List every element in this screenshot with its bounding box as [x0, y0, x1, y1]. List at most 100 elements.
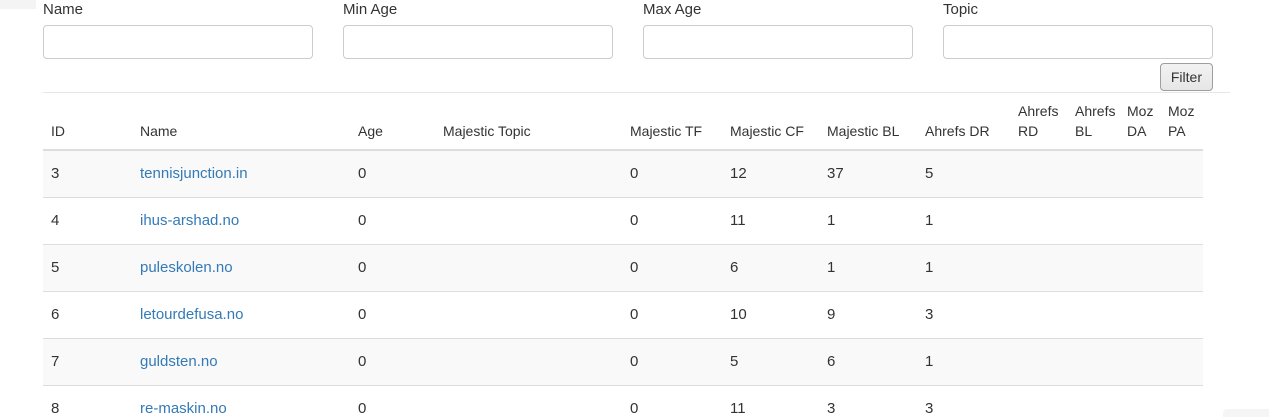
cell-age: 0: [350, 244, 435, 292]
cell-majestic-cf: 12: [730, 165, 747, 182]
max-age-filter-label: Max Age: [643, 1, 702, 18]
cell-ahrefs-rd: [1010, 197, 1067, 245]
cell-majestic-topic: [435, 291, 622, 339]
column-header-age: Age: [350, 93, 435, 151]
cell-name: tennisjunction.in: [132, 150, 350, 198]
name-filter-input[interactable]: [43, 25, 313, 59]
cell-ahrefs-dr: 1: [917, 197, 1010, 245]
results-table: ID Name Age Majestic Topic Majestic TF M…: [43, 93, 1203, 417]
domain-link[interactable]: re-maskin.no: [140, 400, 227, 417]
cell-name: letourdefusa.no: [132, 291, 350, 339]
cell-majestic-topic: [435, 338, 622, 386]
domain-link[interactable]: puleskolen.no: [140, 259, 233, 276]
cell-ahrefs-dr: 1: [917, 338, 1010, 386]
table-header: ID Name Age Majestic Topic Majestic TF M…: [43, 93, 1203, 151]
cell-majestic-cf: 11: [722, 197, 819, 245]
filter-field-topic: Topic: [943, 2, 1213, 59]
cell-name: guldsten.no: [132, 338, 350, 386]
cell-ahrefs-bl: [1067, 150, 1119, 198]
cell-moz-pa: [1160, 291, 1203, 339]
cell-majestic-tf: 0: [622, 291, 722, 339]
cell-ahrefs-dr: 1: [917, 244, 1010, 292]
column-header-majestic-bl: Majestic BL: [819, 93, 917, 151]
domain-link[interactable]: ihus-arshad.no: [140, 212, 240, 229]
cell-age: 0: [358, 165, 367, 182]
column-header-majestic-cf: Majestic CF: [722, 93, 819, 151]
cell-moz-da: [1119, 385, 1160, 417]
cell-majestic-topic: [435, 197, 622, 245]
filter-field-max-age: Max Age: [643, 2, 913, 59]
cell-majestic-tf: 0: [622, 197, 722, 245]
column-header-ahrefs-bl: Ahrefs BL: [1067, 93, 1119, 151]
cell-id: 3: [51, 165, 60, 182]
cell-age: 0: [350, 197, 435, 245]
cell-ahrefs-bl: [1067, 338, 1119, 386]
column-header-majestic-tf: Majestic TF: [622, 93, 722, 151]
cell-majestic-topic: [435, 150, 622, 198]
cell-majestic-cf: 6: [722, 244, 819, 292]
cell-moz-da: [1119, 291, 1160, 339]
cell-ahrefs-dr: 3: [917, 291, 1010, 339]
page-corner-artifact: [0, 0, 36, 9]
cell-majestic-tf: 0: [622, 385, 722, 417]
cell-majestic-cf: 5: [722, 338, 819, 386]
min-age-filter-input[interactable]: [343, 25, 613, 59]
filter-actions: Filter: [43, 63, 1213, 91]
cell-moz-pa: [1160, 338, 1203, 386]
cell-moz-pa: [1160, 150, 1203, 198]
cell-ahrefs-bl: [1067, 197, 1119, 245]
cell-ahrefs-bl: [1067, 244, 1119, 292]
cell-moz-pa: [1160, 244, 1203, 292]
cell-moz-pa: [1160, 385, 1203, 417]
cell-majestic-bl: 37: [827, 165, 844, 182]
cell-majestic-topic: [435, 244, 622, 292]
domain-link[interactable]: tennisjunction.in: [140, 165, 248, 182]
table-row: 4 ihus-arshad.no 0 0 11 1 1: [43, 197, 1203, 245]
topic-filter-label: Topic: [943, 1, 979, 18]
column-header-moz-pa: Moz PA: [1160, 93, 1203, 151]
filter-button[interactable]: Filter: [1159, 63, 1213, 91]
horizontal-scrollbar-thumb[interactable]: [1223, 409, 1269, 417]
cell-id: 6: [43, 291, 132, 339]
cell-moz-pa: [1160, 197, 1203, 245]
column-header-name: Name: [132, 93, 350, 151]
cell-age: 0: [350, 338, 435, 386]
table-row: 8 re-maskin.no 0 0 11 3 3: [43, 385, 1203, 417]
cell-majestic-bl: 6: [819, 338, 917, 386]
cell-ahrefs-dr: 5: [925, 165, 934, 182]
column-header-moz-da: Moz DA: [1119, 93, 1160, 151]
cell-moz-da: [1119, 197, 1160, 245]
table-row: 3 tennisjunction.in 0 0 12 37 5: [43, 150, 1203, 198]
cell-name: ihus-arshad.no: [132, 197, 350, 245]
cell-ahrefs-bl: [1067, 291, 1119, 339]
cell-id: 7: [43, 338, 132, 386]
cell-ahrefs-rd: [1010, 385, 1067, 417]
domain-link[interactable]: guldsten.no: [140, 353, 218, 370]
topic-filter-input[interactable]: [943, 25, 1213, 59]
cell-majestic-bl: 9: [819, 291, 917, 339]
column-header-id: ID: [43, 93, 132, 151]
cell-id: 4: [43, 197, 132, 245]
cell-ahrefs-dr: 3: [917, 385, 1010, 417]
cell-ahrefs-bl: [1067, 385, 1119, 417]
min-age-filter-label: Min Age: [343, 1, 398, 18]
cell-name: puleskolen.no: [132, 244, 350, 292]
cell-ahrefs-rd: [1010, 150, 1067, 198]
cell-age: 0: [350, 385, 435, 417]
cell-ahrefs-rd: [1010, 338, 1067, 386]
filter-form: Name Min Age Max Age Topic: [43, 2, 1213, 59]
filter-field-name: Name: [43, 2, 313, 59]
main-content: Name Min Age Max Age Topic Filter ID: [43, 0, 1230, 417]
cell-moz-da: [1119, 150, 1160, 198]
cell-id: 5: [43, 244, 132, 292]
table-row: 7 guldsten.no 0 0 5 6 1: [43, 338, 1203, 386]
cell-majestic-bl: 3: [819, 385, 917, 417]
cell-id: 8: [43, 385, 132, 417]
cell-moz-da: [1119, 244, 1160, 292]
filter-field-min-age: Min Age: [343, 2, 613, 59]
cell-majestic-tf: 0: [622, 244, 722, 292]
cell-majestic-cf: 11: [722, 385, 819, 417]
domain-link[interactable]: letourdefusa.no: [140, 306, 244, 323]
max-age-filter-input[interactable]: [643, 25, 913, 59]
cell-majestic-tf: 0: [630, 165, 639, 182]
